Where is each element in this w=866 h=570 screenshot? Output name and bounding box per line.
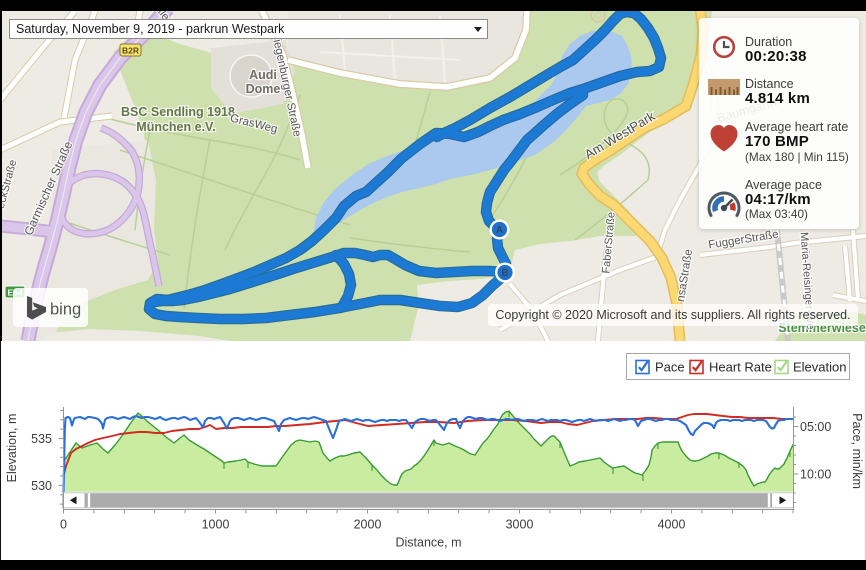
svg-text:Dome: Dome bbox=[246, 82, 281, 96]
svg-text:A: A bbox=[496, 225, 503, 236]
svg-text:BSC Sendling 1918: BSC Sendling 1918 bbox=[121, 105, 235, 119]
svg-text:4000: 4000 bbox=[658, 518, 686, 532]
svg-text:05:00: 05:00 bbox=[800, 420, 831, 434]
svg-text:Audi: Audi bbox=[249, 68, 277, 82]
svg-text:0: 0 bbox=[60, 518, 67, 532]
svg-text:2000: 2000 bbox=[354, 518, 382, 532]
svg-text:530: 530 bbox=[31, 479, 52, 493]
svg-text:Pace, min/km: Pace, min/km bbox=[850, 413, 864, 489]
svg-text:Distance, m: Distance, m bbox=[396, 536, 462, 550]
svg-text:Elevation: Elevation bbox=[793, 360, 846, 375]
svg-text:B2R: B2R bbox=[122, 46, 139, 56]
svg-text:1000: 1000 bbox=[202, 518, 230, 532]
svg-text:3000: 3000 bbox=[506, 518, 534, 532]
svg-text:Elevation, m: Elevation, m bbox=[5, 414, 19, 483]
svg-text:B: B bbox=[502, 268, 509, 279]
svg-text:10:00: 10:00 bbox=[800, 468, 831, 482]
svg-text:bing: bing bbox=[50, 301, 81, 319]
svg-text:Heart Rate: Heart Rate bbox=[709, 360, 772, 375]
svg-text:Pace: Pace bbox=[655, 360, 685, 375]
svg-text:München e.V.: München e.V. bbox=[136, 120, 215, 134]
svg-text:535: 535 bbox=[31, 432, 52, 446]
